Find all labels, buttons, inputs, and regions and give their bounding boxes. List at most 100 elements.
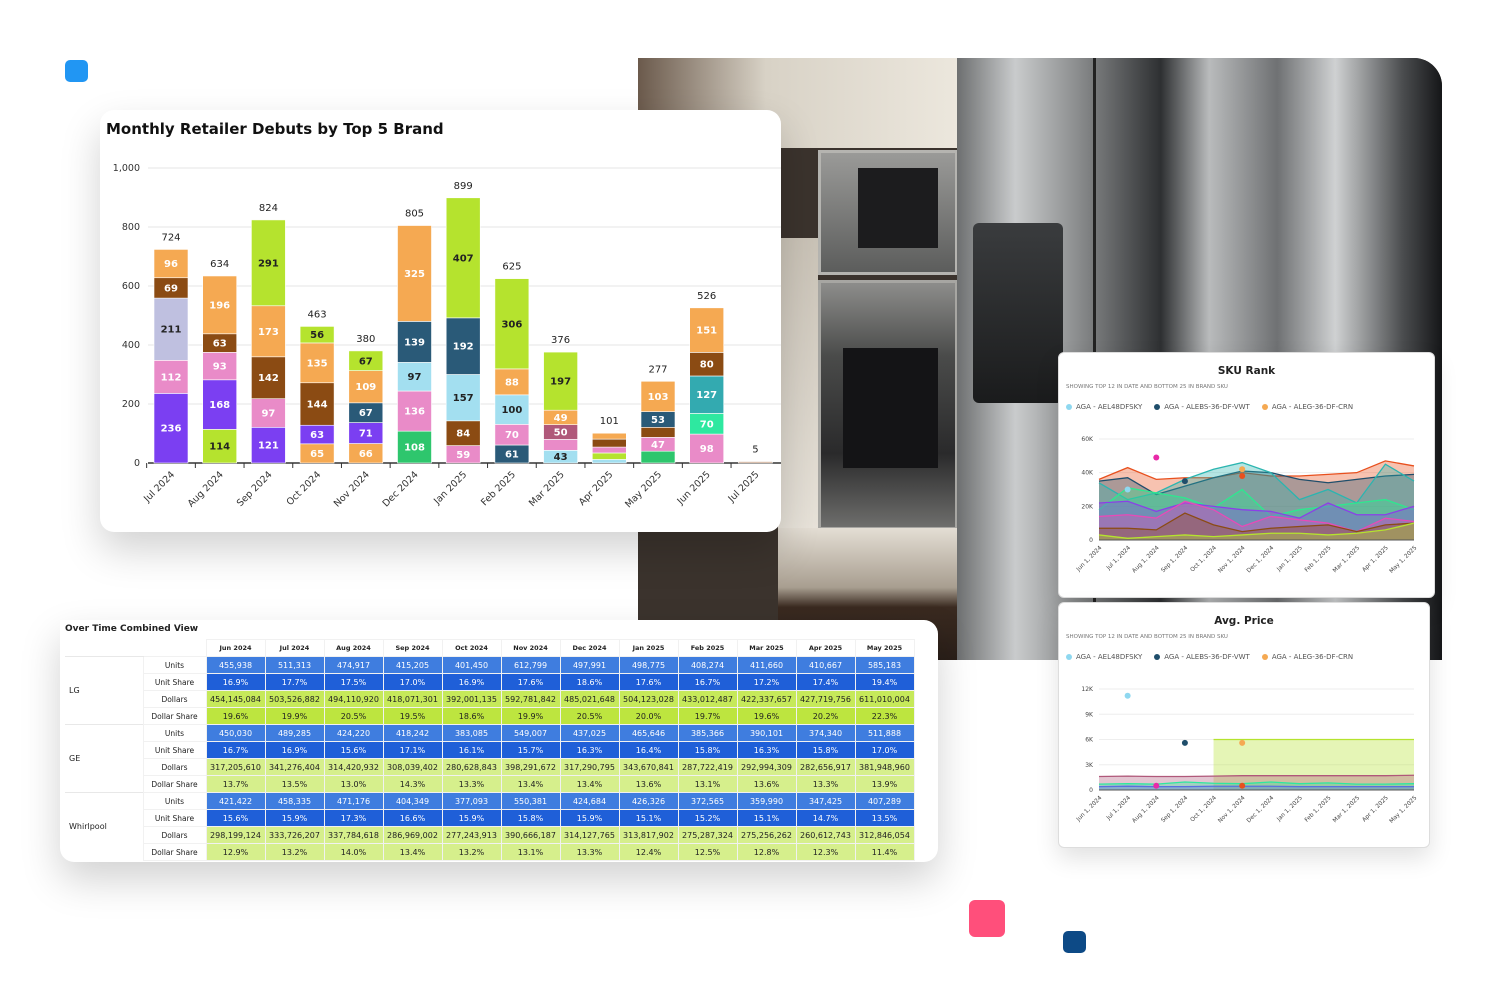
table-cell: 14.7% <box>795 809 856 827</box>
x-tick-label: Apr 1, 2025 <box>1361 795 1390 824</box>
table-cell: 16.3% <box>736 741 797 759</box>
table-row: Dollar Share 12.9% 13.2% 14.0% 13.4% 13.2% 13.… <box>65 843 915 861</box>
table-title: Over Time Combined View <box>65 624 199 634</box>
table-cell: 15.2% <box>677 809 738 827</box>
x-tick-label: Jan 2025 <box>431 469 469 507</box>
x-tick-label: Nov 1, 2024 <box>1217 795 1246 824</box>
x-tick-label: May 1, 2025 <box>1389 545 1419 575</box>
combined-view-table: Jun 2024 Jul 2024 Aug 2024 Sep 2024 Oct 2024… <box>65 639 915 861</box>
legend-item[interactable]: AGA - AEL48DFSKY <box>1066 653 1142 661</box>
table-cell: 287,722,419 <box>677 758 738 776</box>
table-cell: 13.4% <box>559 775 620 793</box>
bar-segment-label: 88 <box>505 377 519 388</box>
y-tick-label: 1,000 <box>113 163 140 174</box>
x-tick-label: Sep 1, 2024 <box>1160 795 1189 824</box>
brand-label: Whirlpool <box>65 792 143 861</box>
bar-segment-label: 291 <box>258 258 279 269</box>
data-point <box>1239 739 1246 746</box>
column-header[interactable]: Aug 2024 <box>323 639 384 657</box>
table-cell: 427,719,756 <box>795 690 856 708</box>
bar-segment <box>251 427 286 464</box>
combined-view-table-card: Over Time Combined View Jun 2024 Jul 2024… <box>60 620 938 862</box>
legend-item[interactable]: AGA - ALEG-36-DF-CRN <box>1261 403 1353 411</box>
bar-chart-card: Monthly Retailer Debuts by Top 5 Brand 0… <box>100 110 781 532</box>
table-cell: 592,781,842 <box>500 690 561 708</box>
bar-segment-label: 49 <box>554 413 568 424</box>
table-cell: 17.4% <box>795 673 856 691</box>
table-cell: 275,287,324 <box>677 826 738 844</box>
decor-pink-square <box>969 900 1005 937</box>
bar-segment-label: 59 <box>456 450 470 461</box>
column-header[interactable]: Jun 2024 <box>205 639 266 657</box>
table-cell: 16.1% <box>441 741 502 759</box>
table-cell: 18.6% <box>441 707 502 725</box>
x-tick-label: Dec 1, 2024 <box>1246 795 1275 824</box>
bar-segment <box>591 459 627 464</box>
column-header[interactable]: Mar 2025 <box>736 639 797 657</box>
bar-segment <box>299 382 335 426</box>
table-row: GE Units 450,030 489,285 424,220 418,242 383,0… <box>65 724 915 793</box>
x-tick-label: Nov 1, 2024 <box>1217 545 1246 574</box>
table-cell: 17.7% <box>264 673 325 691</box>
metric-label: Units <box>142 792 207 810</box>
series-line <box>1098 487 1415 518</box>
table-cell: 383,085 <box>441 724 502 742</box>
bar-segment <box>153 393 189 464</box>
bar-segment <box>397 225 432 322</box>
bar-segment <box>591 446 627 454</box>
bar-segment <box>689 375 725 414</box>
legend-item[interactable]: AGA - ALEBS-36-DF-VWT <box>1154 403 1250 411</box>
table-cell: 398,291,672 <box>500 758 561 776</box>
column-header[interactable]: Feb 2025 <box>677 639 738 657</box>
series-area <box>1099 501 1414 540</box>
table-cell: 17.2% <box>736 673 797 691</box>
table-cell: 474,917 <box>323 656 384 674</box>
column-header[interactable]: Oct 2024 <box>441 639 502 657</box>
table-cell: 19.6% <box>736 707 797 725</box>
table-cell: 549,007 <box>500 724 561 742</box>
bar-segment-label: 80 <box>700 360 714 371</box>
column-header[interactable]: May 2025 <box>854 639 915 657</box>
table-row: Dollar Share 19.6% 19.9% 20.5% 19.5% 18.6% 19.… <box>65 707 915 725</box>
column-header[interactable]: Jul 2024 <box>264 639 325 657</box>
legend-item[interactable]: AGA - ALEG-36-DF-CRN <box>1261 653 1353 661</box>
bar-segment-label: 96 <box>164 259 178 270</box>
bar-segment-label: 70 <box>505 430 519 441</box>
table-cell: 15.9% <box>441 809 502 827</box>
x-tick-label: Dec 1, 2024 <box>1246 545 1275 574</box>
metric-label: Dollar Share <box>142 775 207 793</box>
table-cell: 404,349 <box>382 792 443 810</box>
table-cell: 17.0% <box>854 741 915 759</box>
data-point <box>1239 473 1246 480</box>
table-cell: 17.1% <box>382 741 443 759</box>
table-cell: 392,001,135 <box>441 690 502 708</box>
table-cell: 16.7% <box>205 741 266 759</box>
table-cell: 454,145,084 <box>205 690 266 708</box>
legend-item[interactable]: AGA - ALEBS-36-DF-VWT <box>1154 653 1250 661</box>
bar-segment-label: 192 <box>453 342 474 353</box>
legend-item[interactable]: AGA - AEL48DFSKY <box>1066 403 1142 411</box>
avg-price-subtitle: SHOWING TOP 12 IN DATE AND BOTTOM 25 IN … <box>1066 634 1228 640</box>
column-header[interactable]: Jan 2025 <box>618 639 679 657</box>
bar-segment-label: 121 <box>258 441 279 452</box>
series-area <box>1099 513 1414 540</box>
column-header[interactable]: Dec 2024 <box>559 639 620 657</box>
table-cell: 308,039,402 <box>382 758 443 776</box>
column-header[interactable]: Nov 2024 <box>500 639 561 657</box>
x-tick-label: Apr 2025 <box>577 469 616 508</box>
table-cell: 275,256,262 <box>736 826 797 844</box>
table-cell: 15.8% <box>795 741 856 759</box>
series-area <box>1099 501 1414 540</box>
table-cell: 418,242 <box>382 724 443 742</box>
table-cell: 280,628,843 <box>441 758 502 776</box>
column-header[interactable]: Sep 2024 <box>382 639 443 657</box>
table-cell: 314,420,932 <box>323 758 384 776</box>
bar-segment <box>397 362 432 392</box>
series-line <box>1098 500 1415 519</box>
bar-segment <box>153 360 189 394</box>
table-cell: 421,422 <box>205 792 266 810</box>
table-cell: 317,290,795 <box>559 758 620 776</box>
column-header[interactable]: Apr 2025 <box>795 639 856 657</box>
table-cell: 286,969,002 <box>382 826 443 844</box>
x-tick-label: Jan 1, 2025 <box>1276 545 1304 573</box>
